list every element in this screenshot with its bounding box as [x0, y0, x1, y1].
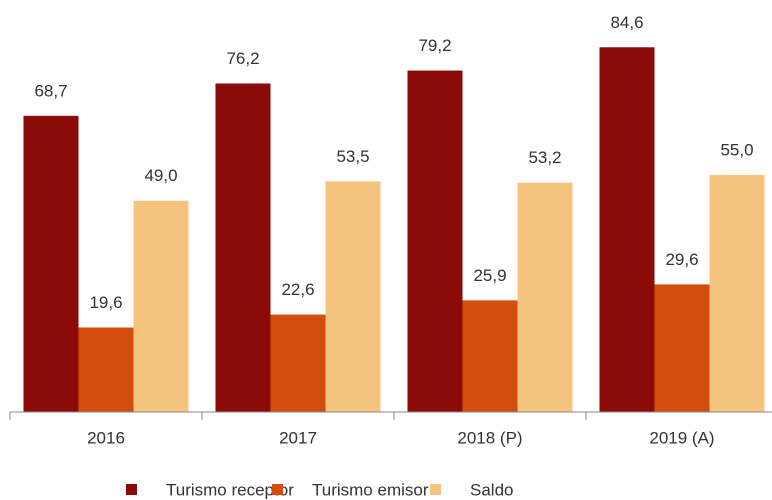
bar	[215, 83, 271, 412]
bar	[133, 200, 189, 412]
value-label: 25,9	[473, 266, 506, 285]
legend-swatch	[430, 484, 441, 495]
x-tick-label: 2019 (A)	[649, 428, 714, 447]
value-label: 49,0	[144, 166, 177, 185]
value-label: 29,6	[665, 250, 698, 269]
legend-label: Saldo	[470, 480, 513, 499]
value-label: 53,5	[336, 147, 369, 166]
value-label: 84,6	[610, 13, 643, 32]
value-label: 19,6	[89, 293, 122, 312]
legend-swatch	[272, 484, 283, 495]
bar	[709, 174, 765, 412]
value-label: 79,2	[418, 36, 451, 55]
bar	[462, 300, 518, 412]
legend-label: Turismo receptor	[166, 480, 294, 499]
bar	[325, 181, 381, 412]
bar	[78, 327, 134, 412]
bar	[270, 314, 326, 412]
value-label: 76,2	[226, 49, 259, 68]
value-label: 55,0	[720, 140, 753, 159]
legend-label: Turismo emisor	[312, 480, 429, 499]
legend-swatch	[126, 484, 137, 495]
bar	[23, 115, 79, 413]
value-label: 22,6	[281, 280, 314, 299]
x-tick-label: 2017	[279, 428, 317, 447]
value-label: 53,2	[528, 148, 561, 167]
bar	[517, 182, 573, 412]
bar	[599, 47, 655, 412]
x-tick-label: 2018 (P)	[457, 428, 522, 447]
value-label: 68,7	[34, 81, 67, 100]
bar	[654, 284, 710, 412]
x-tick-label: 2016	[87, 428, 125, 447]
bar	[407, 70, 463, 412]
